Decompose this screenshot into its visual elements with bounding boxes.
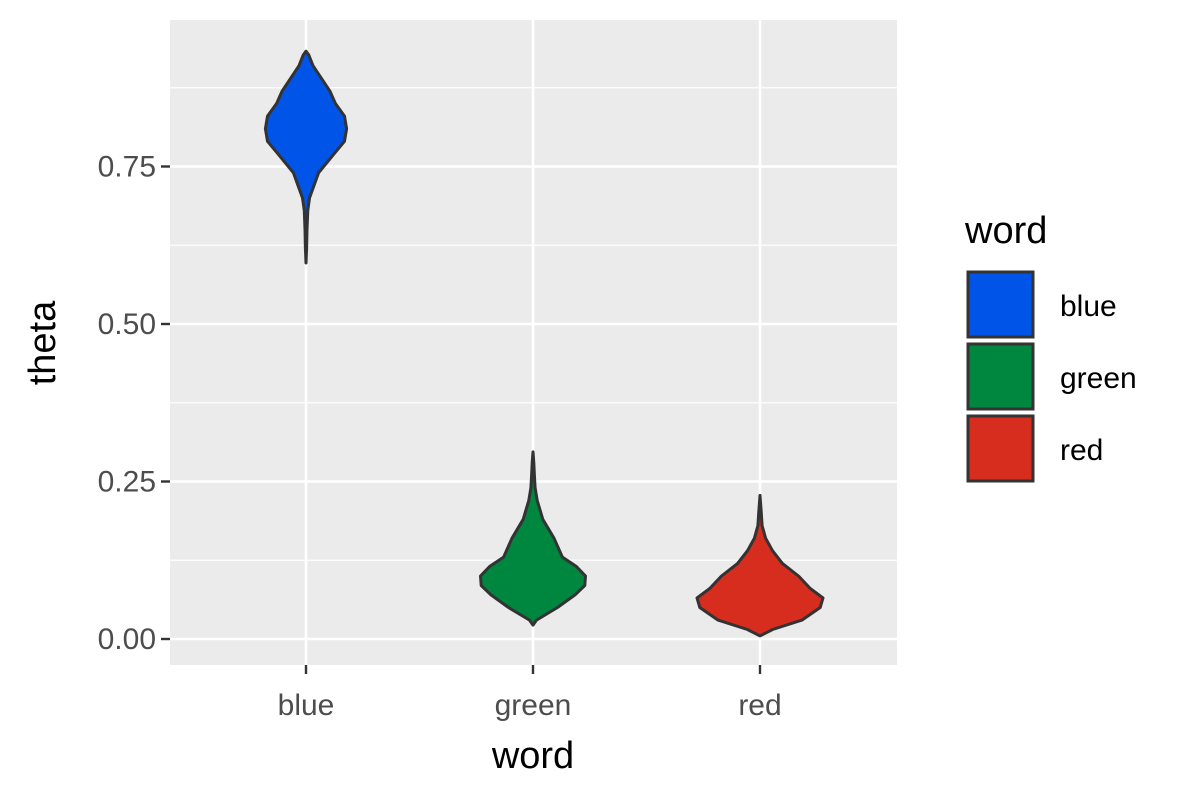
x-tick-label: red [738, 689, 781, 722]
y-axis-title: theta [22, 300, 64, 385]
violins [263, 49, 825, 638]
y-tick-label: 0.50 [98, 308, 156, 341]
y-tick-label: 0.25 [98, 466, 156, 499]
legend-key-red [966, 414, 1035, 483]
legend: word blue green red [964, 210, 1137, 483]
legend-label-green: green [1060, 362, 1137, 395]
x-tick-label: green [495, 689, 572, 722]
x-axis-title: word [491, 735, 574, 777]
legend-label-blue: blue [1060, 290, 1117, 323]
legend-label-red: red [1060, 434, 1103, 467]
x-axis: blue green red [278, 665, 782, 722]
violin-red [695, 493, 825, 638]
y-axis: 0.00 0.25 0.50 0.75 [98, 151, 170, 656]
y-tick-label: 0.75 [98, 151, 156, 184]
y-tick-label: 0.00 [98, 623, 156, 656]
legend-title: word [964, 210, 1047, 252]
legend-key-green [966, 342, 1035, 411]
x-tick-label: blue [278, 689, 335, 722]
legend-key-blue [966, 270, 1035, 339]
violin-blue [263, 49, 349, 265]
violin-green [479, 450, 587, 627]
